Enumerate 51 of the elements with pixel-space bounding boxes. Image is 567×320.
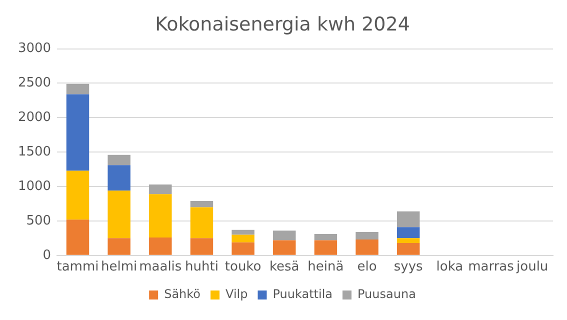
bar [190,238,214,255]
bar [66,220,90,255]
bar [356,232,378,240]
y-tick-label: 2500 [18,76,52,91]
bar [190,207,214,238]
bar [314,240,338,255]
x-tick-label: tammi [56,260,99,275]
x-tick-label: kesä [269,260,300,275]
bar [273,230,296,240]
bar [108,165,130,191]
bar [108,154,130,166]
bar [149,184,172,194]
bar [108,238,130,255]
x-tick-label: syys [394,260,424,275]
bar [273,240,296,255]
x-tick-label: elo [357,260,377,275]
bar [149,237,172,255]
bar [314,234,338,240]
y-tick-label: 3000 [18,41,52,56]
bar [66,170,90,220]
x-tick-label: joulu [516,260,548,275]
legend-label: Puusauna [358,287,416,302]
bar [108,190,130,238]
legend-label: Vilp [226,287,248,302]
x-tick-label: maalis [139,260,182,275]
bar [232,242,254,255]
bar [396,211,420,228]
x-tick-label: touko [224,260,262,275]
x-tick-label: huhti [185,260,218,275]
bar [396,243,420,255]
chart-title: Kokonaisenergia kwh 2024 [155,13,410,36]
bar [66,84,90,94]
y-tick-label: 500 [26,213,52,228]
y-tick-label: 1000 [18,178,52,194]
bar [396,227,420,238]
bar [232,234,254,242]
y-tick-label: 2000 [18,110,52,126]
bar [356,240,378,255]
y-tick-label: 0 [42,248,52,263]
x-tick-label: heinä [308,260,344,275]
x-tick-label: marras [468,260,514,275]
x-tick-label: loka [436,260,464,275]
bar [232,230,254,235]
bar [149,194,172,238]
y-tick-label: 1500 [18,144,52,160]
x-tick-label: helmi [101,260,138,275]
legend-label: Puukattila [272,287,333,302]
bar [190,200,214,208]
legend-label: Sähkö [164,287,201,302]
bar [66,94,90,171]
bar [396,238,420,244]
